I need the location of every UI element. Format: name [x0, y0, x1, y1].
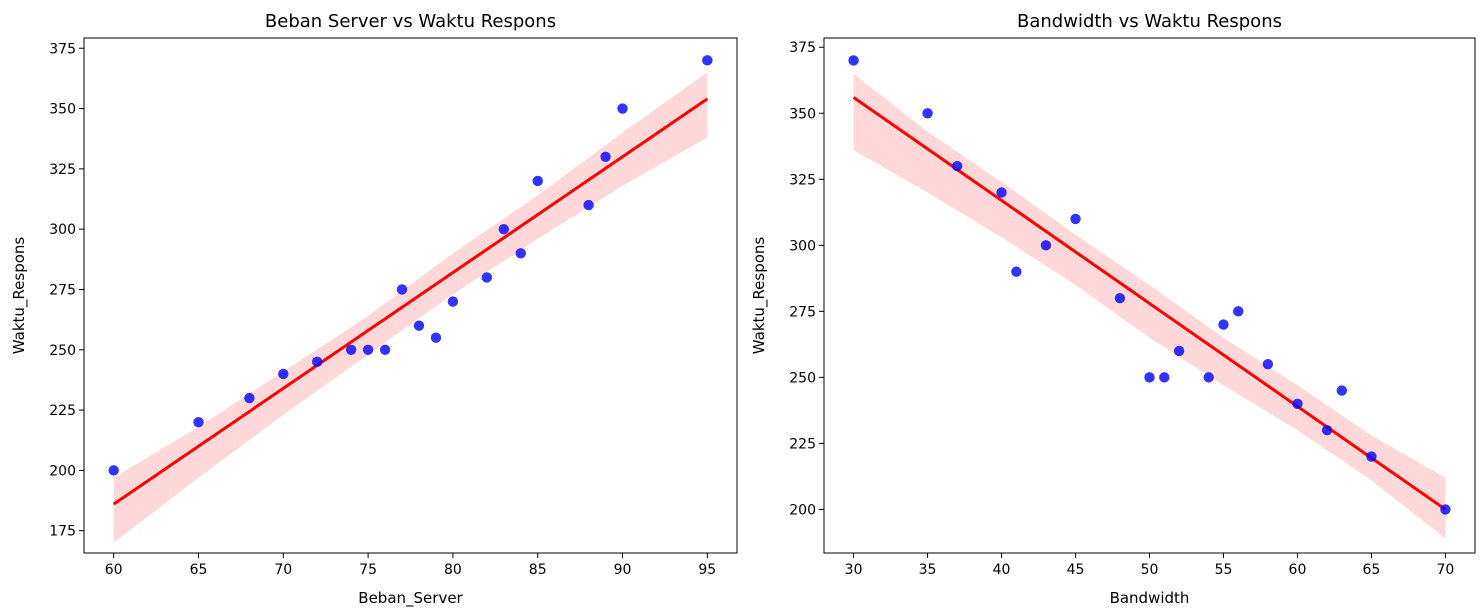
- chart1-point-18: [617, 103, 628, 114]
- chart2-xtick-label: 40: [993, 562, 1011, 578]
- chart2-ytick-label: 275: [789, 304, 816, 320]
- chart2-ytick-label: 200: [789, 502, 816, 518]
- chart2-ytick-label: 300: [789, 238, 816, 254]
- chart2-point-8: [1144, 372, 1155, 383]
- chart2-point-10: [1173, 345, 1185, 357]
- chart1-point-0: [108, 465, 119, 476]
- chart2-point-13: [1233, 306, 1244, 317]
- chart2: 30 35 40 45 50 55 60 65 70 200 225 250 275 300 325 350 3…: [750, 11, 1476, 607]
- chart2-point-9: [1159, 372, 1170, 383]
- chart2-point-6: [1070, 213, 1081, 225]
- chart2-point-17: [1336, 385, 1348, 396]
- chart2-xtick-label: 60: [1289, 562, 1307, 578]
- chart2-point-18: [1366, 451, 1377, 462]
- chart1-ytick-label: 200: [49, 463, 76, 479]
- chart1: 60 65 70 75 80 85 90 95 175 200 225 250 275 300 325 350…: [10, 11, 738, 608]
- chart1-point-3: [278, 368, 289, 380]
- chart1-axes-frame: [83, 37, 738, 554]
- chart2-ytick-label: 225: [789, 436, 816, 452]
- chart2-point-3: [996, 187, 1007, 198]
- chart2-point-1: [922, 108, 933, 119]
- chart1-title: Beban Server vs Waktu Respons: [265, 11, 556, 32]
- chart1-ytick-label: 375: [49, 41, 76, 57]
- chart2-xtick-label: 30: [845, 562, 863, 578]
- chart2-point-2: [951, 160, 963, 172]
- chart1-point-17: [600, 151, 611, 162]
- chart1-regression-line: [112, 97, 709, 506]
- chart1-xtick-label: 60: [105, 562, 123, 578]
- chart2-ylabel: Waktu_Respons: [750, 237, 769, 355]
- chart1-point-9: [413, 320, 425, 331]
- chart2-title: Bandwidth vs Waktu Respons: [1017, 11, 1282, 32]
- chart1-point-2: [244, 392, 255, 404]
- chart1-point-16: [583, 199, 594, 211]
- chart2-confidence-band: [853, 73, 1446, 539]
- chart2-point-11: [1203, 372, 1214, 383]
- chart1-xtick-label: 75: [359, 562, 377, 578]
- chart2-ytick-label: 375: [789, 40, 816, 56]
- chart2-point-7: [1114, 292, 1126, 304]
- chart1-ytick-label: 250: [49, 343, 76, 359]
- chart2-point-4: [1011, 266, 1022, 277]
- chart1-xtick-label: 90: [614, 562, 632, 578]
- chart1-point-13: [498, 223, 509, 235]
- chart2-xtick-label: 55: [1215, 562, 1233, 578]
- chart1-xtick-label: 85: [529, 562, 547, 578]
- chart2-xtick-label: 45: [1067, 562, 1085, 578]
- chart1-xtick-label: 70: [274, 562, 292, 578]
- chart2-point-5: [1040, 240, 1052, 251]
- chart1-ytick-label: 325: [49, 162, 76, 178]
- chart1-xtick-label: 95: [698, 562, 716, 578]
- chart1-ylabel: Waktu_Respons: [10, 237, 29, 355]
- chart2-point-12: [1218, 319, 1229, 330]
- chart1-point-4: [312, 356, 323, 368]
- chart1-xtick-label: 80: [444, 562, 462, 578]
- chart1-point-5: [345, 344, 357, 355]
- chart2-ytick-label: 325: [789, 172, 816, 188]
- chart1-point-10: [430, 332, 442, 343]
- chart1-point-8: [396, 284, 408, 295]
- chart2-xlabel: Bandwidth: [1110, 589, 1190, 607]
- chart2-point-0: [848, 55, 859, 66]
- chart1-xlabel: Beban_Server: [358, 589, 463, 608]
- chart1-point-12: [481, 272, 493, 283]
- chart1-point-1: [193, 416, 204, 428]
- chart2-regression-line: [852, 96, 1447, 511]
- chart1-ytick-label: 175: [49, 524, 76, 540]
- chart1-ytick-label: 300: [49, 222, 76, 238]
- chart2-xtick-label: 70: [1436, 562, 1454, 578]
- chart1-ytick-label: 350: [49, 102, 76, 118]
- chart1-point-14: [515, 248, 526, 259]
- chart1-ytick-label: 225: [49, 403, 76, 419]
- chart1-point-11: [447, 296, 459, 307]
- chart1-point-6: [362, 344, 374, 355]
- chart2-point-16: [1321, 424, 1333, 436]
- chart1-point-7: [379, 344, 391, 355]
- chart2-point-14: [1262, 358, 1274, 370]
- chart2-ytick-label: 250: [789, 370, 816, 386]
- chart2-xtick-label: 50: [1141, 562, 1159, 578]
- chart1-xtick-label: 65: [190, 562, 208, 578]
- chart2-point-19: [1440, 504, 1451, 515]
- chart1-confidence-band: [113, 72, 708, 543]
- chart2-point-15: [1292, 398, 1303, 409]
- chart1-ytick-label: 275: [49, 282, 76, 298]
- chart1-point-19: [702, 55, 713, 66]
- chart2-ytick-label: 350: [789, 106, 816, 122]
- chart2-xtick-label: 35: [919, 562, 937, 578]
- chart2-xtick-label: 65: [1363, 562, 1381, 578]
- chart1-point-15: [532, 175, 543, 187]
